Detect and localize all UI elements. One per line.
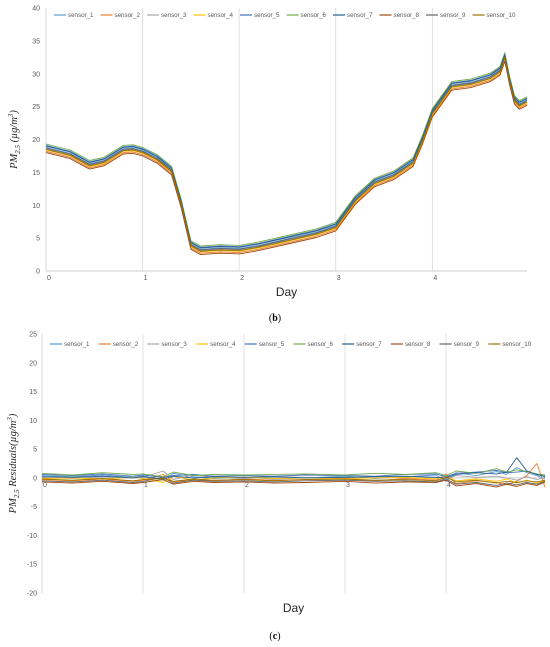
legend-label: sensor_10 [502, 341, 531, 348]
caption-b: (b) [269, 313, 281, 324]
legend-label: sensor_3 [161, 12, 187, 19]
y-tick-label: 20 [29, 360, 37, 367]
series-line-sensor_3 [41, 470, 546, 481]
y-tick-label: 40 [32, 6, 40, 13]
y-tick-label: 25 [29, 332, 37, 339]
series-line-sensor_9 [45, 56, 528, 251]
y-tick-label: 10 [29, 418, 37, 425]
y-tick-label: 0 [36, 269, 40, 276]
series-line-sensor_5 [45, 53, 528, 248]
caption-c: (c) [269, 631, 280, 642]
legend-label: sensor_7 [356, 341, 382, 348]
series-line-sensor_10 [45, 57, 528, 252]
y-tick-label: 5 [36, 236, 40, 243]
series-line-sensor_1 [45, 55, 528, 250]
legend-label: sensor_1 [64, 341, 90, 348]
x-tick-label: 3 [346, 482, 350, 489]
y-tick-label: -5 [31, 504, 37, 511]
y-tick-label: 25 [32, 104, 40, 111]
legend-label: sensor_7 [347, 12, 373, 19]
series-line-sensor_4 [45, 58, 528, 253]
series-line-sensor_10 [41, 476, 546, 484]
legend-label: sensor_8 [405, 341, 431, 348]
legend-label: sensor_9 [440, 12, 466, 19]
series-line-sensor_7 [41, 457, 546, 480]
y-axis-label: PM2.5 Residuals(µg/m3) [6, 413, 21, 514]
legend-label: sensor_2 [115, 12, 141, 19]
legend-label: sensor_4 [210, 341, 236, 348]
y-axis-label: PM2.5 (µg/m3) [7, 110, 22, 170]
x-tick-label: 4 [447, 482, 451, 489]
legend-label: sensor_3 [161, 341, 187, 348]
y-tick-label: 10 [32, 203, 40, 210]
legend-label: sensor_5 [254, 12, 280, 19]
legend-label: sensor_6 [308, 341, 334, 348]
series-line-sensor_5 [41, 469, 546, 478]
x-tick-label: 1 [144, 275, 148, 282]
legend-label: sensor_4 [208, 12, 234, 19]
series-line-sensor_2 [45, 59, 528, 254]
series-line-sensor_9 [41, 476, 546, 486]
series-line-sensor_8 [45, 60, 528, 256]
x-tick-label: 0 [47, 275, 51, 282]
series-line-sensor_6 [45, 52, 528, 247]
legend-label: sensor_10 [487, 12, 516, 19]
x-tick-label: 3 [337, 275, 341, 282]
series-line-sensor_3 [45, 56, 528, 252]
y-tick-label: 30 [32, 71, 40, 78]
y-tick-label: 20 [32, 137, 40, 144]
legend-label: sensor_5 [259, 341, 285, 348]
legend-label: sensor_1 [68, 12, 94, 19]
x-tick-label: 1 [144, 482, 148, 489]
legend-label: sensor_6 [301, 12, 327, 19]
legend-label: sensor_2 [113, 341, 139, 348]
y-tick-label: 15 [29, 389, 37, 396]
legend-label: sensor_8 [394, 12, 420, 19]
y-tick-label: 15 [32, 170, 40, 177]
x-axis-label: Day [283, 601, 304, 615]
x-tick-label: 0 [43, 482, 47, 489]
x-tick-label: 2 [240, 275, 244, 282]
series-line-sensor_1 [41, 467, 546, 482]
y-tick-label: -15 [27, 562, 37, 569]
x-axis-label: Day [276, 285, 297, 299]
x-tick-label: 4 [433, 275, 437, 282]
legend-label: sensor_9 [454, 341, 480, 348]
legend: sensor_1 sensor_2 sensor_3 sensor_4 sensor_5… [54, 12, 516, 19]
y-tick-label: -20 [27, 591, 37, 598]
legend: sensor_1 sensor_2 sensor_3 sensor_4 sensor_5… [50, 341, 532, 348]
y-tick-label: -10 [27, 533, 37, 540]
series-line-sensor_8 [41, 479, 546, 488]
series-line-sensor_7 [45, 54, 528, 249]
series-line-sensor_4 [41, 475, 546, 484]
y-tick-label: 0 [33, 475, 37, 482]
y-tick-label: 35 [32, 38, 40, 45]
y-tick-label: 5 [33, 447, 37, 454]
x-tick-label: 2 [245, 482, 249, 489]
